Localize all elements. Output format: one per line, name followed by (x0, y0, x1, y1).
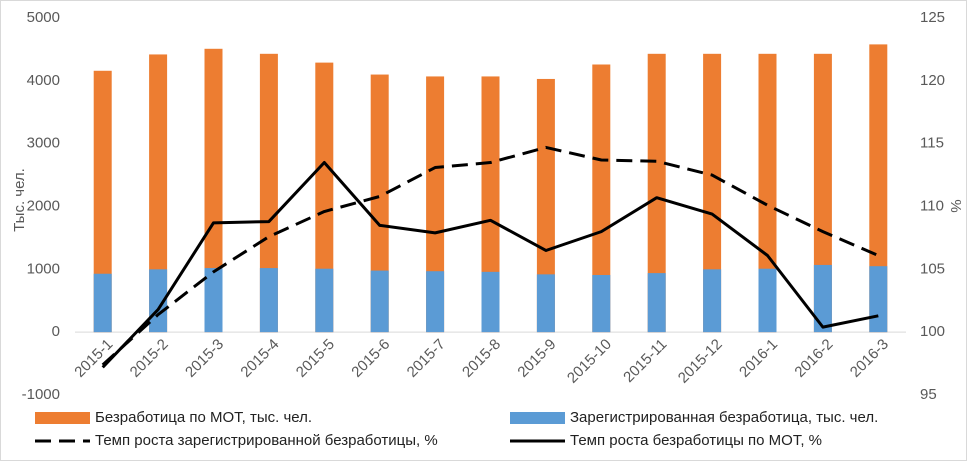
legend-label: Темп роста зарегистрированной безработиц… (95, 432, 438, 449)
bar (426, 76, 445, 333)
bar (370, 74, 389, 333)
bar (149, 54, 168, 333)
y-tick-label: -1000 (22, 386, 60, 403)
y-tick-label: 3000 (27, 135, 60, 152)
bar (536, 78, 555, 333)
bar (315, 62, 334, 333)
bar (93, 70, 112, 333)
bar (869, 266, 888, 333)
line (101, 161, 879, 369)
bar (481, 271, 500, 333)
legend-swatch (510, 412, 565, 424)
bar (592, 64, 611, 333)
y-tick-label: 1000 (27, 260, 60, 277)
line (101, 145, 879, 366)
legend-label: Безработица по МОТ, тыс. чел. (95, 409, 312, 426)
bar (592, 274, 611, 333)
bar (204, 48, 223, 333)
bar (869, 44, 888, 333)
bar (93, 273, 112, 333)
bar (813, 53, 832, 333)
y-tick-label: 4000 (27, 72, 60, 89)
bar (426, 271, 445, 333)
bar (149, 269, 168, 333)
y-axis-label: Тыс. чел. (11, 168, 28, 232)
y2-tick-label: 105 (920, 260, 945, 277)
y2-tick-label: 115 (920, 135, 944, 152)
y2-tick-label: 110 (920, 197, 944, 214)
legend-swatch (35, 412, 90, 424)
y2-tick-label: 95 (920, 386, 937, 403)
legend-label: Темп роста безработицы по МОТ, % (570, 432, 822, 449)
bar (259, 53, 278, 333)
bar (703, 53, 722, 333)
y2-tick-label: 100 (920, 323, 945, 340)
bar (647, 273, 666, 333)
bar (703, 269, 722, 333)
bar (204, 268, 223, 333)
y2-tick-label: 120 (920, 72, 945, 89)
bar (813, 264, 832, 333)
y2-tick-label: 125 (920, 9, 945, 26)
y-tick-label: 0 (52, 323, 60, 340)
bar (536, 274, 555, 333)
y-tick-label: 2000 (27, 197, 60, 214)
bar (758, 268, 777, 333)
y2-axis-label: % (947, 199, 964, 212)
bar (259, 268, 278, 333)
bar (315, 268, 334, 333)
bar (481, 76, 500, 333)
legend-label: Зарегистрированная безработица, тыс. чел… (570, 409, 878, 426)
bar (647, 53, 666, 333)
bar (370, 270, 389, 333)
y-tick-label: 5000 (27, 9, 60, 26)
